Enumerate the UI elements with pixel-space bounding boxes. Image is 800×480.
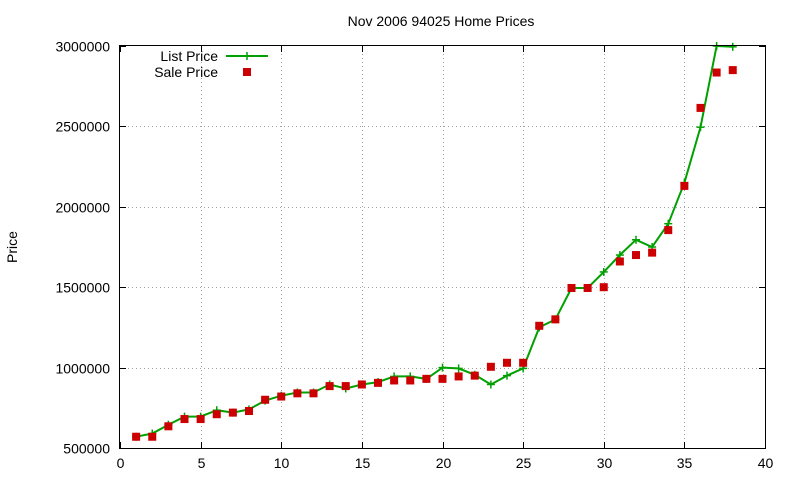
sale-price-point xyxy=(309,389,318,398)
sale-price-point xyxy=(212,410,221,419)
sale-price-point xyxy=(422,374,431,383)
legend-label: List Price xyxy=(160,48,218,64)
sale-price-point xyxy=(599,283,608,292)
x-tick-label: 15 xyxy=(355,455,371,471)
sale-price-point xyxy=(583,284,592,293)
sale-price-point xyxy=(696,103,705,112)
y-tick-label: 3000000 xyxy=(55,39,110,55)
sale-price-point xyxy=(632,251,640,260)
sale-price-point xyxy=(180,415,189,424)
sale-price-point xyxy=(228,408,237,417)
list-price-point xyxy=(486,380,495,389)
list-price-point xyxy=(438,363,447,372)
list-price-series xyxy=(132,42,737,441)
sale-price-point xyxy=(341,382,350,391)
sale-price-point xyxy=(196,415,205,424)
legend-entry-list-price: List Price xyxy=(160,48,268,64)
legend-marker xyxy=(243,52,251,60)
x-tick-label: 25 xyxy=(516,455,532,471)
x-tick-label: 20 xyxy=(436,455,452,471)
x-tick-label: 30 xyxy=(597,455,613,471)
list-price-point xyxy=(503,371,511,380)
sale-price-point xyxy=(390,376,399,385)
sale-price-point xyxy=(293,389,302,398)
list-price-point xyxy=(599,267,608,276)
sale-price-point xyxy=(277,392,286,401)
sale-price-point xyxy=(712,68,721,77)
x-tick-label: 40 xyxy=(758,455,774,471)
sale-price-point xyxy=(535,321,544,330)
plot-frame xyxy=(119,45,766,449)
series-layer xyxy=(132,42,737,441)
sale-price-point xyxy=(503,358,511,367)
y-axis-label: Price xyxy=(4,231,20,263)
sale-price-point xyxy=(615,257,624,266)
sale-price-point xyxy=(454,372,463,381)
sale-price-point xyxy=(664,226,673,235)
list-price-point xyxy=(728,42,737,51)
legend-marker xyxy=(243,68,251,76)
sale-price-point xyxy=(245,407,253,416)
sale-price-point xyxy=(406,376,415,385)
sale-price-series xyxy=(132,66,737,441)
sale-price-point xyxy=(357,380,366,389)
sale-price-point xyxy=(551,315,560,324)
sale-price-point xyxy=(728,66,737,75)
sale-price-point xyxy=(680,181,689,190)
list-price-point xyxy=(696,123,705,132)
sale-price-point xyxy=(261,395,270,404)
sale-price-point xyxy=(648,248,657,257)
sale-price-point xyxy=(325,382,334,391)
y-tick-label: 1000000 xyxy=(55,361,110,377)
x-tick-label: 35 xyxy=(677,455,693,471)
legend-entry-sale-price: Sale Price xyxy=(154,64,251,80)
list-price-line xyxy=(135,44,733,438)
x-tick-label: 10 xyxy=(274,455,290,471)
grid xyxy=(120,46,765,448)
list-price-point xyxy=(632,235,640,244)
sale-price-point xyxy=(486,362,495,371)
y-tick-label: 2000000 xyxy=(55,200,110,216)
y-tick-label: 500000 xyxy=(63,441,110,457)
sale-price-point xyxy=(470,371,479,380)
axis-ticks: 0 5 10 15 20 25 30 35 40 500000 1000000 1500000 2000… xyxy=(55,39,773,472)
list-price-point xyxy=(454,364,463,373)
sale-price-point xyxy=(148,432,157,441)
y-tick-label: 1500000 xyxy=(55,280,110,296)
sale-price-point xyxy=(132,432,141,441)
chart-title: Nov 2006 94025 Home Prices xyxy=(348,13,535,29)
x-tick-label: 5 xyxy=(198,455,206,471)
sale-price-point xyxy=(567,284,576,293)
sale-price-point xyxy=(438,374,447,383)
sale-price-point xyxy=(519,358,528,367)
y-tick-label: 2500000 xyxy=(55,119,110,135)
legend-label: Sale Price xyxy=(154,64,218,80)
x-tick-label: 0 xyxy=(117,455,125,471)
sale-price-point xyxy=(374,378,382,387)
sale-price-point xyxy=(164,422,173,431)
